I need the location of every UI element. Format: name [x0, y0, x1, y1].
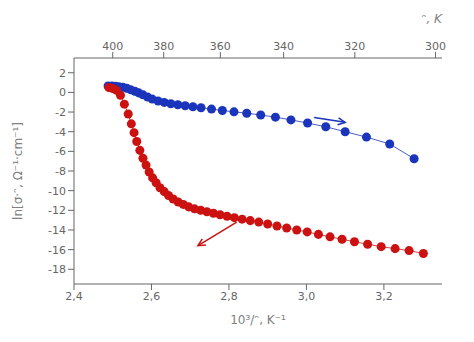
- svg-text:320: 320: [344, 40, 365, 53]
- svg-text:-16: -16: [48, 244, 66, 257]
- svg-text:2: 2: [59, 67, 66, 80]
- svg-text:-2: -2: [55, 106, 66, 119]
- svg-text:-6: -6: [55, 145, 66, 158]
- svg-text:-8: -8: [55, 165, 66, 178]
- svg-text:3,0: 3,0: [298, 290, 316, 303]
- svg-text:-4: -4: [55, 126, 66, 139]
- svg-text:10³/ᵔ, K⁻¹: 10³/ᵔ, K⁻¹: [230, 313, 286, 327]
- svg-text:360: 360: [210, 40, 231, 53]
- svg-text:ᵔ, K: ᵔ, K: [422, 12, 444, 26]
- svg-text:300: 300: [425, 40, 446, 53]
- svg-text:2,8: 2,8: [220, 290, 238, 303]
- svg-text:ln[σ·ᵔ, Ω⁻¹·cm⁻¹]: ln[σ·ᵔ, Ω⁻¹·cm⁻¹]: [11, 122, 25, 220]
- svg-text:340: 340: [273, 40, 294, 53]
- svg-text:3,2: 3,2: [375, 290, 393, 303]
- svg-text:-12: -12: [48, 204, 66, 217]
- svg-text:-18: -18: [48, 263, 66, 276]
- svg-text:2,4: 2,4: [65, 290, 83, 303]
- svg-text:-10: -10: [48, 185, 66, 198]
- svg-text:2,6: 2,6: [143, 290, 161, 303]
- svg-text:400: 400: [102, 40, 123, 53]
- svg-text:-14: -14: [48, 224, 66, 237]
- svg-text:0: 0: [59, 86, 66, 99]
- svg-text:380: 380: [153, 40, 174, 53]
